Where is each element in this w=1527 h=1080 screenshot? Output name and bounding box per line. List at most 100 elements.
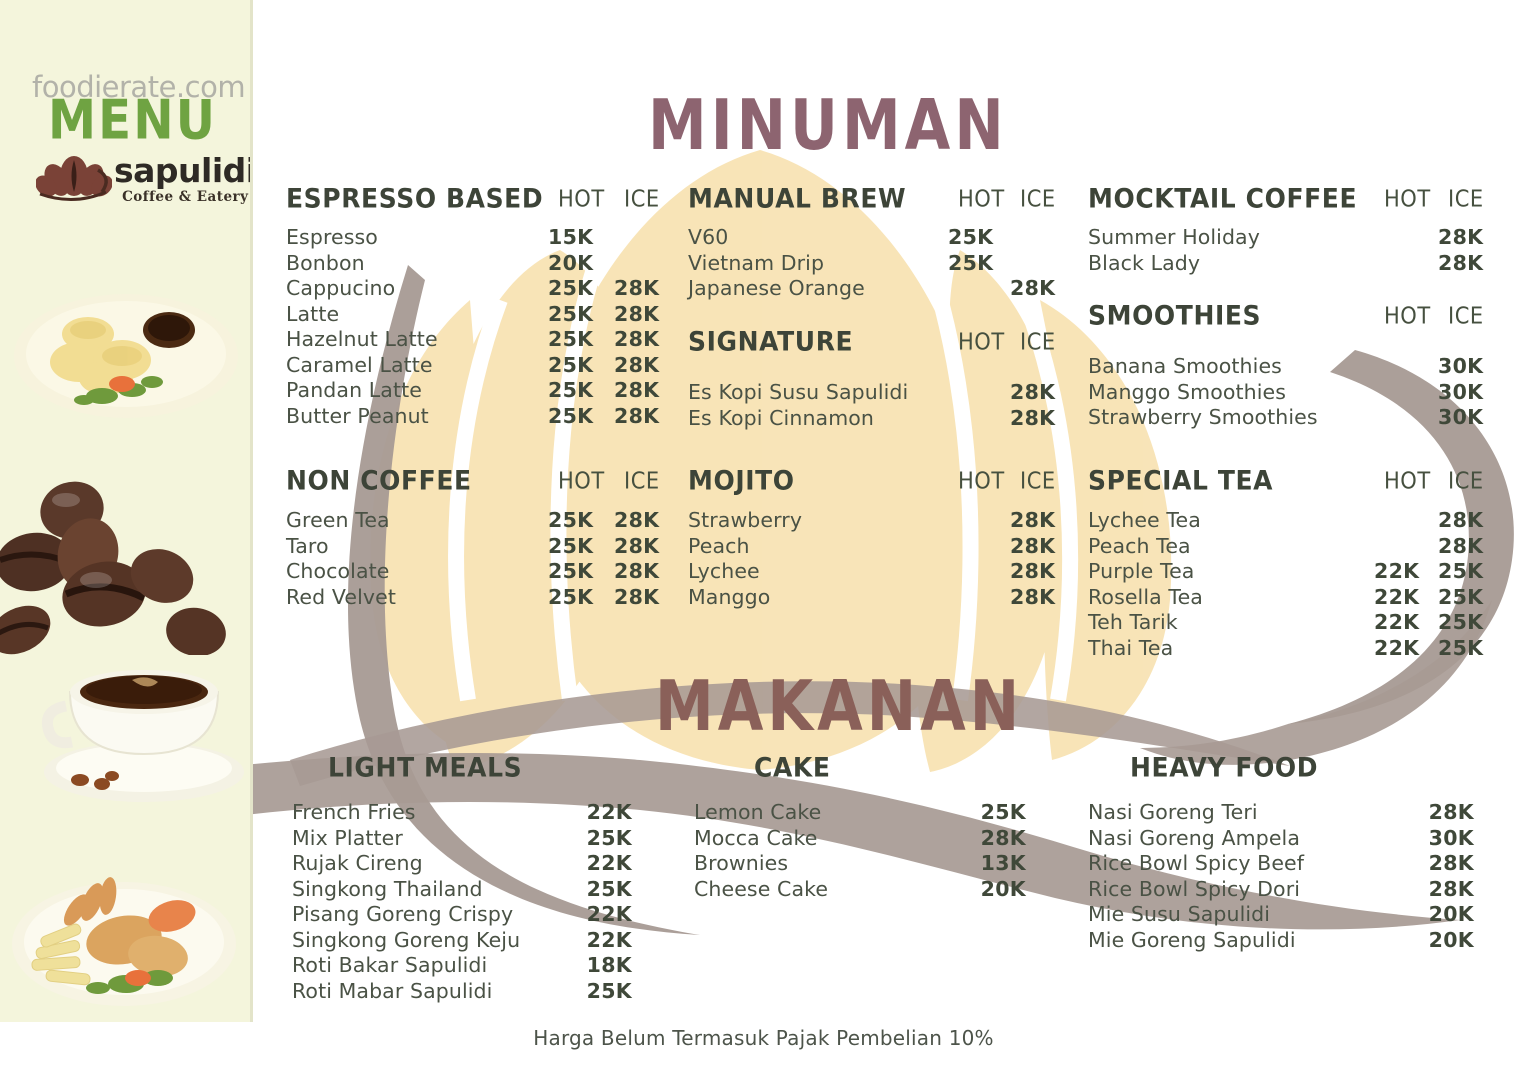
item-rows: Summer Holiday 28K Black Lady 28K <box>1088 225 1508 276</box>
item-name: Singkong Goreng Keju <box>292 927 521 952</box>
item-ice-price: 28K <box>614 352 660 377</box>
item-price: 20K <box>980 876 1026 901</box>
item-price: 18K <box>586 953 632 977</box>
item-name: Cheese Cake <box>694 876 829 901</box>
item-name: Green Tea <box>286 508 390 532</box>
item-name: Mie Goreng Sapulidi <box>1088 927 1296 952</box>
menu-row: Singkong Thailand 25K <box>290 877 690 903</box>
item-name: Strawberry Smoothies <box>1088 405 1318 429</box>
menu-wordmark: MENU <box>48 88 218 152</box>
item-price: 30K <box>1428 825 1474 850</box>
item-name: Teh Tarik <box>1088 610 1178 634</box>
item-ice-price: 25K <box>1438 635 1484 660</box>
item-hot-price: 25K <box>548 533 594 558</box>
item-name: Brownies <box>694 851 789 875</box>
item-ice-price: 28K <box>1438 508 1484 532</box>
section-smoothies: SMOOTHIES HOT ICE Banana Smoothies 30K Ma… <box>1088 300 1508 431</box>
item-name: Lychee <box>688 559 760 583</box>
section-signature: SIGNATURE HOT ICE Es Kopi Susu Sapulidi 2… <box>688 326 1068 431</box>
menu-row: Black Lady 28K <box>1088 251 1508 277</box>
section-title: MOJITO <box>688 465 795 497</box>
menu-row: Green Tea 25K 28K <box>286 508 666 534</box>
item-hot-price: 25K <box>548 508 594 532</box>
item-hot-price: 25K <box>548 378 594 402</box>
item-ice-price: 30K <box>1438 405 1484 429</box>
menu-row: Rosella Tea 22K 25K <box>1088 585 1508 611</box>
item-ice-price: 28K <box>1010 584 1056 609</box>
menu-row: French Fries 22K <box>290 800 690 826</box>
item-name: Mie Susu Sapulidi <box>1088 902 1271 926</box>
section-special-tea: SPECIAL TEA HOT ICE Lychee Tea 28K Peach … <box>1088 465 1508 661</box>
item-price: 25K <box>586 876 632 901</box>
item-name: Roti Bakar Sapulidi <box>292 953 488 977</box>
menu-row: Peach 28K <box>688 534 1068 560</box>
item-hot-price: 22K <box>1374 559 1420 583</box>
menu-row: Hazelnut Latte 25K 28K <box>286 327 666 353</box>
item-ice-price: 28K <box>614 403 660 428</box>
item-ice-price: 28K <box>1438 533 1484 558</box>
item-name: Espresso <box>286 225 378 249</box>
section-mocktail-coffee: MOCKTAIL COFFEE HOT ICE Summer Holiday 28… <box>1088 183 1508 276</box>
lotus-coffee-bean-icon <box>36 156 112 202</box>
item-ice-price: 28K <box>614 327 660 351</box>
coffee-beans-photo <box>0 481 226 655</box>
item-name: Lychee Tea <box>1088 508 1201 532</box>
item-name: Nasi Goreng Teri <box>1088 800 1258 824</box>
menu-row: Strawberry 28K <box>688 508 1068 534</box>
menu-row: Nasi Goreng Teri 28K <box>1086 800 1506 826</box>
item-name: Japanese Orange <box>688 276 865 300</box>
item-name: Rice Bowl Spicy Beef <box>1088 851 1305 875</box>
item-name: Caramel Latte <box>286 352 433 377</box>
item-rows: Espresso 15K Bonbon 20K Cappucino 25K 28K La… <box>286 225 666 429</box>
col-header-ice: ICE <box>624 185 660 212</box>
menu-row: Lychee Tea 28K <box>1088 508 1508 534</box>
item-ice-price: 28K <box>1010 276 1056 300</box>
item-hot-price: 25K <box>548 352 594 377</box>
item-price: 28K <box>1428 876 1474 901</box>
brand-text: sapulidi Coffee & Eatery <box>114 154 253 205</box>
section-espresso-based: ESPRESSO BASED HOT ICE Espresso 15K Bonbo… <box>286 183 666 429</box>
section-title: ESPRESSO BASED <box>286 183 544 215</box>
col-header-hot: HOT <box>958 467 1005 494</box>
section-title: NON COFFEE <box>286 465 472 497</box>
menu-row: Rice Bowl Spicy Dori 28K <box>1086 877 1506 903</box>
menu-row: Es Kopi Susu Sapulidi 28K <box>688 380 1068 406</box>
menu-row: Bonbon 20K <box>286 251 666 277</box>
item-ice-price: 30K <box>1438 354 1484 378</box>
section-title: SMOOTHIES <box>1088 300 1262 332</box>
item-rows: Strawberry 28K Peach 28K Lychee 28K Manggo 2… <box>688 508 1068 610</box>
item-hot-price: 25K <box>548 276 594 300</box>
item-name: Manggo <box>688 584 771 609</box>
menu-row: Rice Bowl Spicy Beef 28K <box>1086 851 1506 877</box>
item-hot-price: 25K <box>548 559 594 583</box>
menu-row: Purple Tea 22K 25K <box>1088 559 1508 585</box>
item-hot-price: 25K <box>948 225 994 249</box>
sidebar-divider <box>250 0 253 1022</box>
menu-row: Caramel Latte 25K 28K <box>286 353 666 379</box>
item-hot-price: 25K <box>548 584 594 609</box>
item-price: 25K <box>980 800 1026 824</box>
menu-row: Cheese Cake 20K <box>692 877 1092 903</box>
item-name: Hazelnut Latte <box>286 327 438 351</box>
menu-row: Latte 25K 28K <box>286 302 666 328</box>
menu-row: Mix Platter 25K <box>290 826 690 852</box>
brand-logo: sapulidi Coffee & Eatery <box>36 150 253 208</box>
item-name: Bonbon <box>286 250 365 275</box>
item-rows: V60 25K Vietnam Drip 25K Japanese Orange 28… <box>688 225 1068 302</box>
menu-row: Red Velvet 25K 28K <box>286 585 666 611</box>
col-header-hot: HOT <box>1384 185 1431 212</box>
item-price: 20K <box>1428 902 1474 926</box>
menu-row: Singkong Goreng Keju 22K <box>290 928 690 954</box>
drinks-banner-title: MINUMAN <box>648 84 1008 166</box>
item-ice-price: 25K <box>1438 610 1484 634</box>
menu-row: Mocca Cake 28K <box>692 826 1092 852</box>
item-name: V60 <box>688 225 729 249</box>
menu-row: Manggo 28K <box>688 585 1068 611</box>
col-header-ice: ICE <box>1448 185 1484 212</box>
menu-row: Pisang Goreng Crispy 22K <box>290 902 690 928</box>
item-ice-price: 28K <box>1438 225 1484 249</box>
item-rows: Green Tea 25K 28K Taro 25K 28K Chocolate 25K 2… <box>286 508 666 610</box>
item-hot-price: 25K <box>548 301 594 326</box>
menu-row: Peach Tea 28K <box>1088 534 1508 560</box>
